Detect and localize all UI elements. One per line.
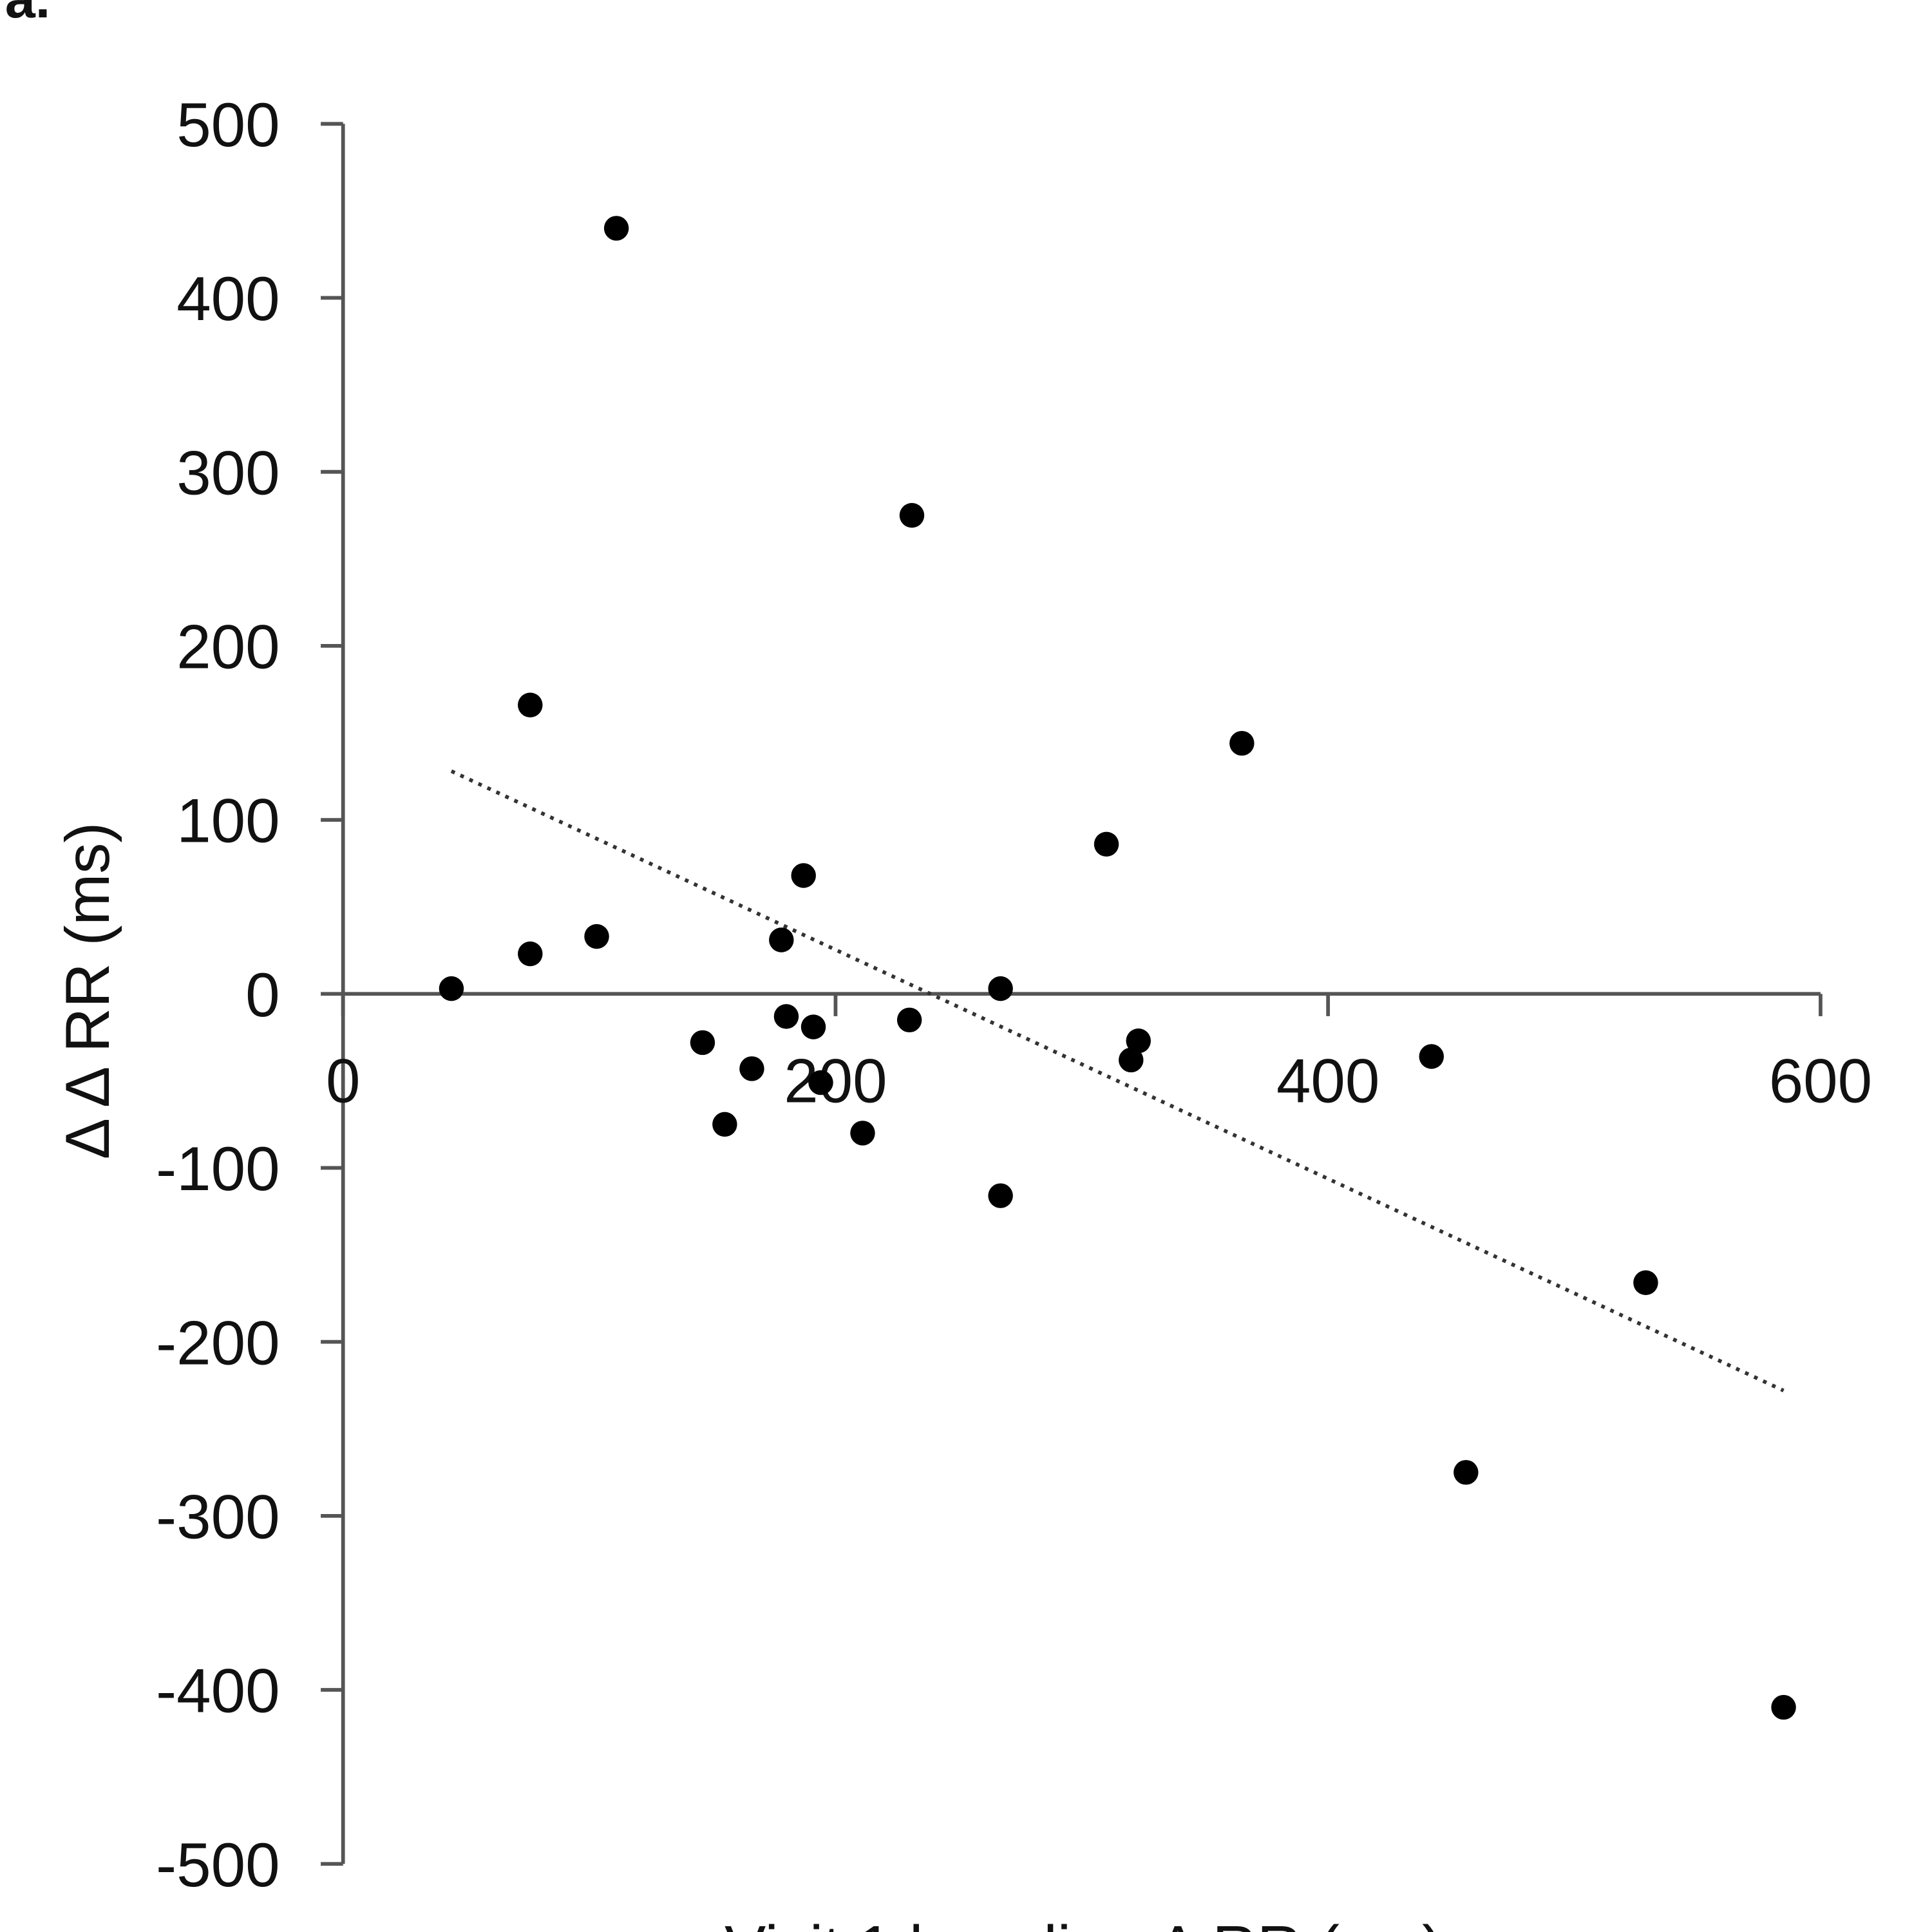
data-point [773, 1004, 799, 1029]
y-tick-label: -500 [156, 1831, 279, 1900]
axes [321, 122, 1823, 1866]
data-point [1633, 1270, 1658, 1296]
data-point [988, 1183, 1013, 1208]
x-tick-label: 200 [784, 1047, 887, 1116]
y-tick-label: -200 [156, 1309, 279, 1378]
trendline [450, 769, 1785, 1392]
data-point [1419, 1044, 1444, 1069]
y-tick-label: 200 [176, 613, 279, 682]
data-point [712, 1112, 737, 1137]
y-tick-label: 100 [176, 787, 279, 856]
data-point [800, 1014, 826, 1039]
data-point [1454, 1460, 1479, 1485]
data-point [1771, 1694, 1796, 1720]
data-point [1229, 730, 1255, 756]
data-point [690, 1030, 715, 1056]
data-point [988, 976, 1013, 1001]
data-point [899, 503, 925, 528]
data-point [1126, 1028, 1151, 1054]
y-tick-label: 0 [245, 961, 279, 1030]
data-point [769, 927, 794, 952]
y-tick-label: 500 [176, 91, 279, 160]
data-point [1119, 1047, 1144, 1073]
x-tick-label: 400 [1276, 1047, 1379, 1116]
data-point [739, 1056, 764, 1081]
data-point [439, 976, 464, 1001]
x-tick-label: 600 [1769, 1047, 1872, 1116]
y-tick-label: -400 [156, 1657, 279, 1726]
y-axis-label: Δ Δ RR (ms) [53, 822, 122, 1160]
panel-label: a. [5, 0, 51, 29]
data-point [808, 1070, 833, 1095]
data-point [896, 1007, 922, 1033]
data-point [1094, 831, 1119, 857]
data-point [791, 863, 816, 888]
data-point [850, 1121, 875, 1146]
y-tick-label: 400 [176, 265, 279, 334]
y-tick-label: 300 [176, 439, 279, 507]
x-tick-label: 0 [326, 1047, 360, 1116]
data-point [603, 216, 629, 241]
tick-labels: 500 400 300 200 100 0 -100 -200 -300 -400 -500 0 200… [156, 91, 1872, 1900]
data-point [518, 941, 543, 967]
data-point [584, 923, 609, 949]
data-points [439, 216, 1796, 1720]
y-tick-label: -300 [156, 1482, 279, 1551]
data-point [518, 692, 543, 717]
y-tick-label: -100 [156, 1135, 279, 1204]
x-axis-label: Visit 1 baseline Δ RR (ms) [724, 1914, 1443, 1932]
